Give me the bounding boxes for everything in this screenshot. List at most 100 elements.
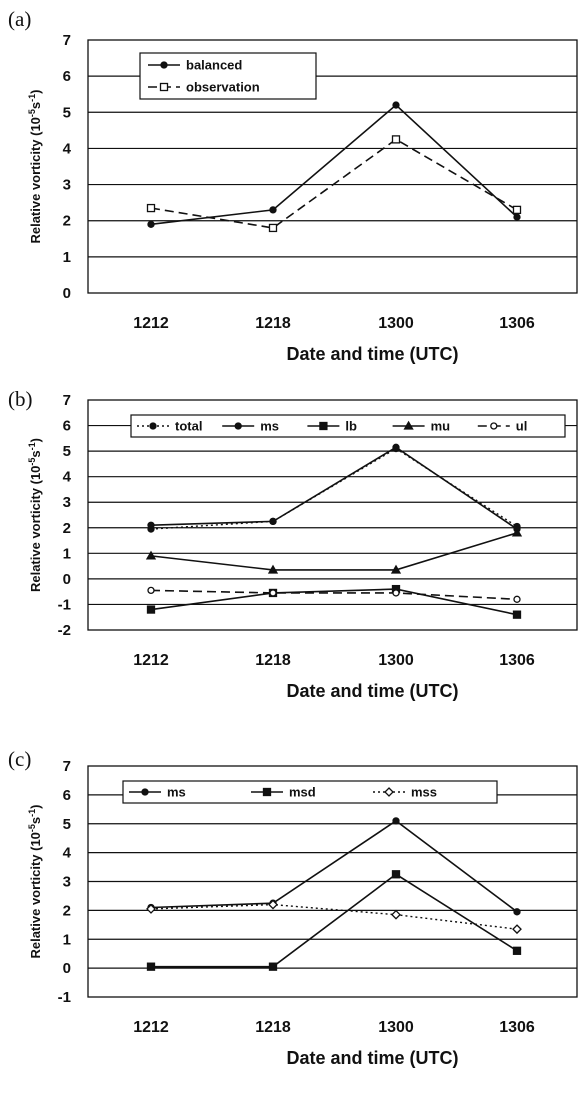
panel-b-y-tick-label: 0	[63, 571, 71, 588]
panel-a-point-observation	[146, 203, 156, 213]
panel-b-y-ticks: -2 -1 0 1 2 3 4 5 6 7	[58, 392, 72, 639]
panel-a-point-balanced	[269, 206, 277, 214]
panel-b-y-axis-label: Relative vorticity (10-5s-1)	[27, 438, 43, 592]
panel-c-y-tick-label: 0	[63, 960, 71, 977]
panel-b-legend: total ms lb mu ul	[130, 414, 566, 438]
panel-c-point-msd	[146, 962, 156, 971]
panel-b-point-ms	[392, 443, 400, 451]
panel-a-x-tick-label: 1300	[378, 315, 414, 332]
panel-c-plot-frame	[87, 765, 578, 998]
panel-a-x-tick-label: 1212	[133, 315, 169, 332]
panel-b-y-tick-label: 7	[63, 392, 71, 409]
panel-a-x-ticks: 1212 1218 1300 1306	[133, 315, 535, 332]
panel-a-x-tick-label: 1306	[499, 315, 535, 332]
panel-a-series-line-balanced	[150, 103, 518, 226]
panel-b-legend-label-total: total	[175, 419, 202, 434]
panel-c-gridlines	[88, 794, 577, 969]
panel-b-legend-marker-ms	[234, 422, 242, 430]
panel-c-x-ticks: 1212 1218 1300 1306	[133, 1019, 535, 1036]
panel-b-y-tick-label: 4	[63, 469, 72, 486]
panel-a-letter: (a)	[8, 7, 31, 31]
panel-a-y-tick-label: 3	[63, 177, 71, 194]
panel-c-y-axis-label: Relative vorticity (10-5s-1)	[27, 804, 43, 958]
panel-a-series	[146, 101, 522, 233]
panel-b-point-ul	[392, 589, 400, 597]
panel-c-y-tick-label: 5	[63, 816, 71, 833]
panel-c-point-ms	[513, 908, 521, 916]
panel-b-legend-marker-mu	[403, 420, 414, 430]
panel-a-y-tick-label: 2	[63, 213, 71, 230]
panel-a-plot-frame	[87, 39, 578, 294]
panel-b-y-tick-label: 1	[63, 545, 71, 562]
panel-b-y-tick-label: -1	[58, 596, 71, 613]
panel-b-x-ticks: 1212 1218 1300 1306	[133, 652, 535, 669]
panel-c-point-msd	[268, 962, 278, 971]
panel-a-legend-label-observation: observation	[186, 80, 260, 95]
panel-c-x-tick-label: 1306	[499, 1019, 535, 1036]
panel-c-letter: (c)	[8, 747, 31, 771]
panel-c-point-mss	[268, 899, 278, 910]
panel-c-y-tick-label: 1	[63, 931, 71, 948]
panel-b-x-tick-label: 1306	[499, 652, 535, 669]
panel-b-series-line-ul	[150, 589, 518, 601]
panel-b-y-tick-label: 3	[63, 494, 71, 511]
panel-a-legend-marker-observation	[159, 82, 169, 92]
panel-b-point-lb	[146, 605, 156, 614]
panel-b-x-tick-label: 1300	[378, 652, 414, 669]
panel-c-legend-label-msd: msd	[289, 785, 316, 800]
panel-b-letter: (b)	[8, 387, 33, 411]
panel-b-point-mu	[145, 550, 157, 560]
panel-c-point-ms	[392, 817, 400, 825]
panel-c-legend-label-mss: mss	[411, 785, 437, 800]
panel-c-y-tick-label: -1	[58, 989, 71, 1006]
panel-b-y-tick-label: 6	[63, 418, 71, 435]
panel-a-y-tick-label: 0	[63, 285, 71, 302]
panel-a-point-balanced	[513, 213, 521, 221]
panel-a-y-axis-label: Relative vorticity (10-5s-1)	[27, 89, 43, 243]
panel-c-y-tick-label: 6	[63, 787, 71, 804]
panel-a-point-observation	[512, 205, 522, 215]
panel-b-series	[145, 443, 523, 619]
panel-c-legend-marker-mss	[384, 787, 394, 797]
panel-a-legend-marker-balanced	[160, 61, 168, 69]
panel-b-series-line-total	[150, 447, 518, 530]
panel-c-series-line-mss	[150, 903, 518, 930]
panel-c-x-tick-label: 1212	[133, 1019, 169, 1036]
panel-b-legend-marker-total	[149, 422, 157, 430]
panel-c-series-line-ms	[150, 819, 518, 913]
panel-c-point-mss	[146, 904, 156, 914]
panel-a-y-tick-label: 7	[63, 32, 71, 49]
panel-c-y-tick-label: 7	[63, 758, 71, 775]
panel-c-y-tick-label: 3	[63, 874, 71, 891]
panel-c-y-ticks: -1 0 1 2 3 4 5 6 7	[58, 758, 72, 1006]
panel-a-gridlines	[88, 75, 577, 258]
panel-b-point-ms	[147, 521, 155, 529]
panel-b-legend-box	[130, 414, 566, 438]
panel-c-legend-marker-msd	[262, 787, 272, 797]
panel-b-point-mu	[267, 564, 279, 574]
panel-c-legend-label-ms: ms	[167, 785, 186, 800]
panel-c-series-line-msd	[151, 873, 518, 968]
panel-c-x-tick-label: 1218	[255, 1019, 291, 1036]
panel-b-point-lb	[512, 610, 522, 619]
panel-b-legend-marker-ul	[490, 422, 498, 430]
panel-b-series-line-lb	[150, 588, 518, 616]
panel-b-point-ul	[269, 589, 277, 597]
panel-c-point-mss	[391, 909, 401, 920]
panel-c-legend-box	[122, 780, 498, 804]
panel-c-legend: ms msd mss	[122, 780, 498, 804]
panel-b-y-tick-label: 2	[63, 520, 71, 537]
panel-c-x-tick-label: 1300	[378, 1019, 414, 1036]
panel-b-point-mu	[511, 527, 523, 537]
panel-a-legend-box	[139, 52, 317, 100]
panel-a-point-observation	[391, 135, 401, 144]
panel-b-x-tick-label: 1212	[133, 652, 169, 669]
panel-b-x-axis-label: Date and time (UTC)	[286, 681, 458, 701]
panel-b-legend-marker-lb	[319, 421, 328, 431]
panel-a: (a) 0 1 2 3 4 5 6 7 1212 1218 1300 1306 Date and t…	[8, 7, 578, 364]
panel-c-point-mss	[512, 924, 522, 935]
panel-a-y-tick-label: 4	[63, 140, 72, 157]
panel-a-y-tick-label: 1	[63, 249, 71, 266]
panel-b: (b) -2 -1 0 1 2 3 4 5 6 7 1212 1218 1300 1306 Date a…	[8, 387, 578, 701]
